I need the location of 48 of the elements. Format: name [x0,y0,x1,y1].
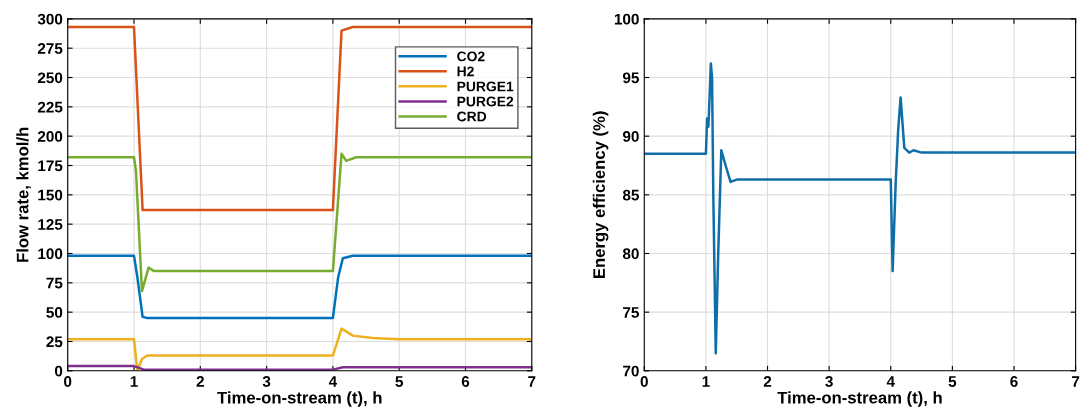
legend-label: PURGE1 [457,81,514,92]
y-tick-label: 25 [46,336,63,348]
x-tick-label: 4 [886,376,895,387]
x-tick-label: 0 [640,376,648,387]
line-series [644,62,1076,355]
y-tick-label: 225 [37,101,63,113]
y-tick-label: 90 [622,131,639,142]
x-axis-title: Time-on-stream (t), h [217,391,382,407]
y-tick-label: 150 [38,189,63,201]
x-tick-label: 3 [262,376,271,387]
x-tick-label: 2 [196,376,204,387]
y-tick-label: 80 [622,248,639,260]
y-tick-label: 95 [622,72,639,84]
x-tick-label: 1 [702,376,710,387]
y-tick-label: 75 [623,307,639,318]
y-axis-title: Flow rate, kmol/h [16,127,31,262]
x-tick-label: 5 [395,376,404,387]
legend-label: CO2 [457,51,485,62]
x-tick-label: 6 [461,376,470,387]
legend-label: CRD [457,111,487,122]
line-series [67,254,532,320]
x-tick-label: 4 [328,376,338,387]
y-tick-label: 125 [38,219,63,230]
x-tick-label: 0 [64,376,72,387]
x-tick-label: 7 [528,376,536,387]
y-tick-label: 85 [622,189,639,201]
x-tick-label: 3 [825,376,833,387]
x-tick-label: 6 [1010,376,1018,387]
y-tick-label: 275 [37,43,63,54]
y-tick-label: 100 [614,13,639,25]
y-tick-label: 200 [37,131,63,142]
y-axis-title: Energy efficiency (%) [592,111,609,278]
y-tick-label: 70 [623,365,639,377]
x-axis-title: Time-on-stream (t), h [777,391,942,407]
line-series [67,152,532,293]
y-tick-label: 0 [54,365,63,377]
legend-label: H2 [457,66,474,77]
x-tick-label: 7 [1072,376,1080,387]
legend-label: PURGE2 [457,96,514,107]
x-tick-label: 5 [948,376,957,387]
y-tick-label: 175 [38,160,63,172]
y-tick-label: 50 [46,307,63,318]
x-tick-label: 2 [763,376,772,387]
y-tick-label: 100 [38,248,63,260]
y-tick-label: 300 [37,13,63,25]
y-tick-label: 250 [37,72,63,84]
x-tick-label: 1 [130,376,138,387]
y-tick-label: 75 [46,277,63,289]
